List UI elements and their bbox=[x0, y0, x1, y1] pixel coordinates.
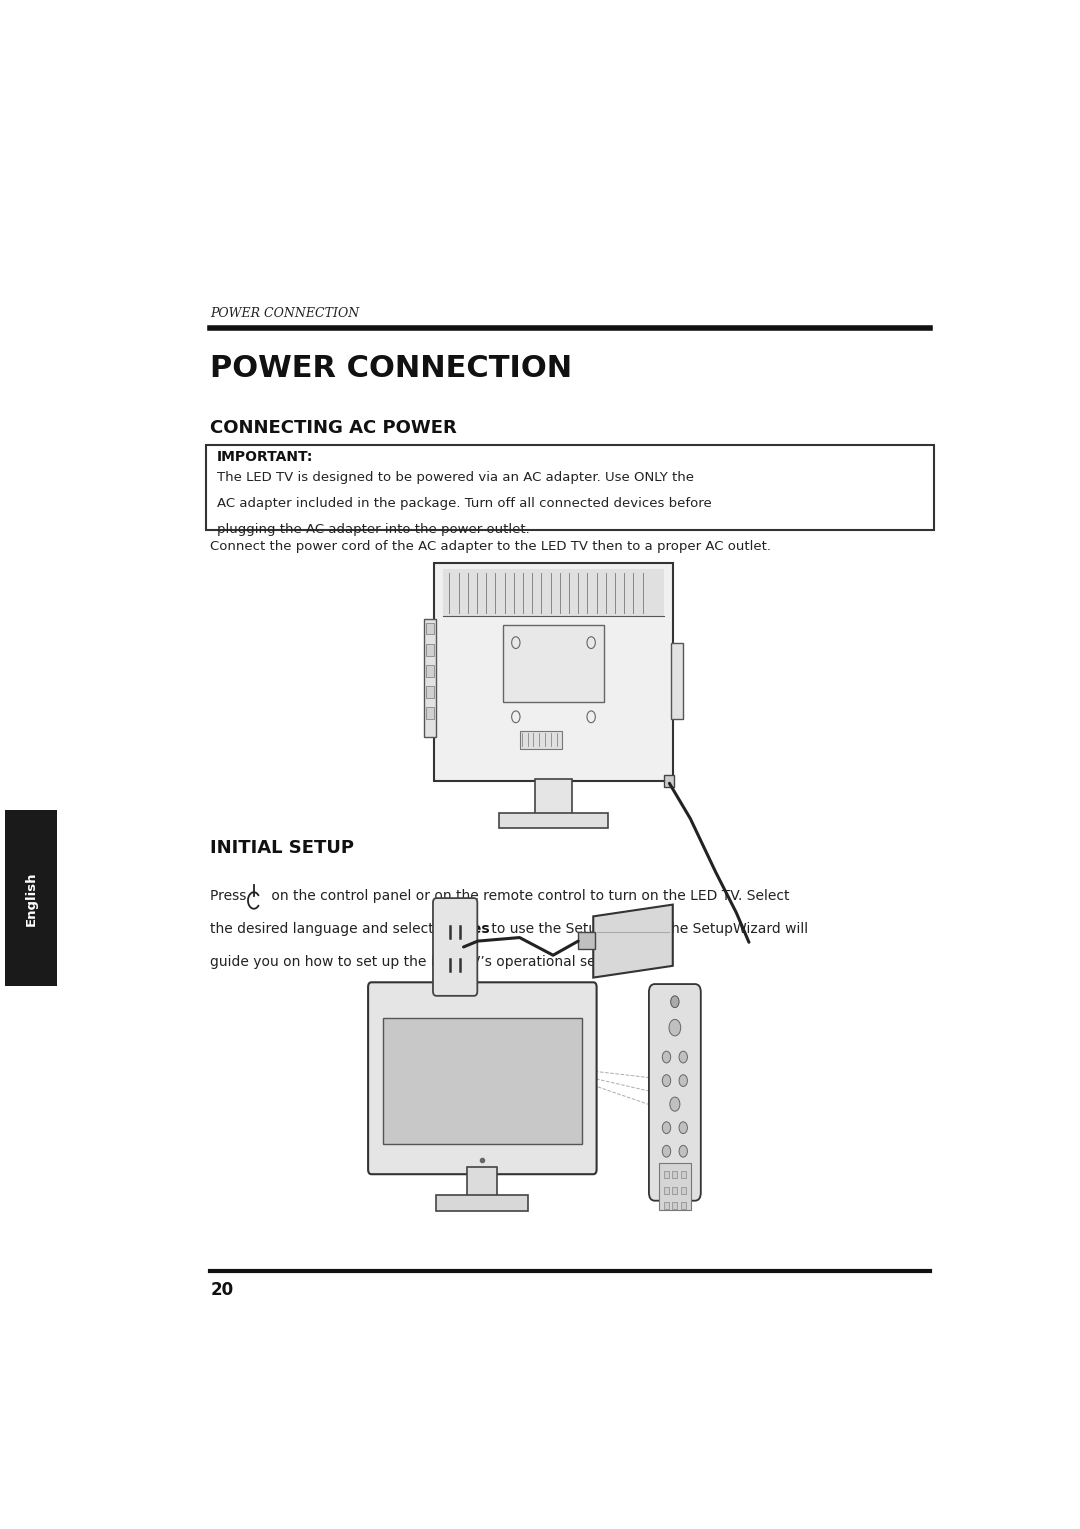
Bar bbox=[436, 1196, 528, 1211]
Bar bbox=[673, 1202, 677, 1209]
Bar bbox=[664, 775, 674, 787]
Text: 20: 20 bbox=[211, 1281, 233, 1298]
Bar bbox=[680, 1187, 686, 1194]
Circle shape bbox=[662, 1075, 671, 1087]
Bar bbox=[503, 625, 604, 702]
Bar bbox=[424, 619, 436, 737]
Text: Connect the power cord of the AC adapter to the LED TV then to a proper AC outle: Connect the power cord of the AC adapter… bbox=[211, 540, 771, 553]
Text: to use the SetupWizard. The SetupWizard will: to use the SetupWizard. The SetupWizard … bbox=[486, 922, 808, 936]
Bar bbox=[673, 1171, 677, 1179]
Bar bbox=[521, 731, 562, 749]
Bar bbox=[426, 687, 434, 697]
Bar bbox=[680, 1171, 686, 1179]
Bar bbox=[664, 1187, 669, 1194]
Bar bbox=[468, 1167, 498, 1197]
Circle shape bbox=[671, 995, 679, 1008]
Text: POWER CONNECTION: POWER CONNECTION bbox=[211, 307, 360, 320]
Circle shape bbox=[679, 1075, 687, 1087]
Text: on the control panel or on the remote control to turn on the LED TV. Select: on the control panel or on the remote co… bbox=[267, 888, 789, 902]
Circle shape bbox=[669, 1020, 680, 1035]
Circle shape bbox=[662, 1145, 671, 1157]
FancyBboxPatch shape bbox=[433, 898, 477, 995]
Text: INITIAL SETUP: INITIAL SETUP bbox=[211, 839, 354, 858]
Bar bbox=[426, 708, 434, 719]
Bar bbox=[664, 1171, 669, 1179]
FancyBboxPatch shape bbox=[368, 982, 596, 1174]
Text: plugging the AC adapter into the power outlet.: plugging the AC adapter into the power o… bbox=[217, 523, 530, 535]
Text: Press: Press bbox=[211, 888, 251, 902]
Text: IMPORTANT:: IMPORTANT: bbox=[217, 450, 313, 463]
Bar bbox=[426, 644, 434, 656]
Bar bbox=[499, 813, 608, 829]
Circle shape bbox=[679, 1145, 687, 1157]
Text: Yes: Yes bbox=[463, 922, 489, 936]
Circle shape bbox=[679, 1050, 687, 1063]
Circle shape bbox=[662, 1122, 671, 1133]
Bar bbox=[383, 1018, 581, 1144]
Text: POWER CONNECTION: POWER CONNECTION bbox=[211, 355, 572, 384]
Bar bbox=[426, 622, 434, 635]
Bar bbox=[659, 1164, 691, 1209]
FancyBboxPatch shape bbox=[206, 445, 934, 529]
Text: The LED TV is designed to be powered via an AC adapter. Use ONLY the: The LED TV is designed to be powered via… bbox=[217, 471, 694, 483]
Text: guide you on how to set up the LED TV’s operational settings.: guide you on how to set up the LED TV’s … bbox=[211, 954, 640, 969]
Circle shape bbox=[670, 1098, 680, 1112]
Circle shape bbox=[662, 1050, 671, 1063]
Bar bbox=[443, 569, 664, 616]
Text: English: English bbox=[25, 872, 38, 925]
Bar bbox=[671, 642, 683, 719]
Bar bbox=[664, 1202, 669, 1209]
FancyBboxPatch shape bbox=[649, 985, 701, 1200]
Bar bbox=[426, 665, 434, 677]
Polygon shape bbox=[434, 563, 673, 781]
Text: AC adapter included in the package. Turn off all connected devices before: AC adapter included in the package. Turn… bbox=[217, 497, 712, 509]
Bar bbox=[673, 1187, 677, 1194]
Bar bbox=[535, 778, 572, 816]
Circle shape bbox=[679, 1122, 687, 1133]
Bar bbox=[578, 931, 595, 950]
Text: the desired language and select: the desired language and select bbox=[211, 922, 438, 936]
Text: CONNECTING AC POWER: CONNECTING AC POWER bbox=[211, 419, 457, 437]
Polygon shape bbox=[593, 905, 673, 977]
Bar bbox=[680, 1202, 686, 1209]
